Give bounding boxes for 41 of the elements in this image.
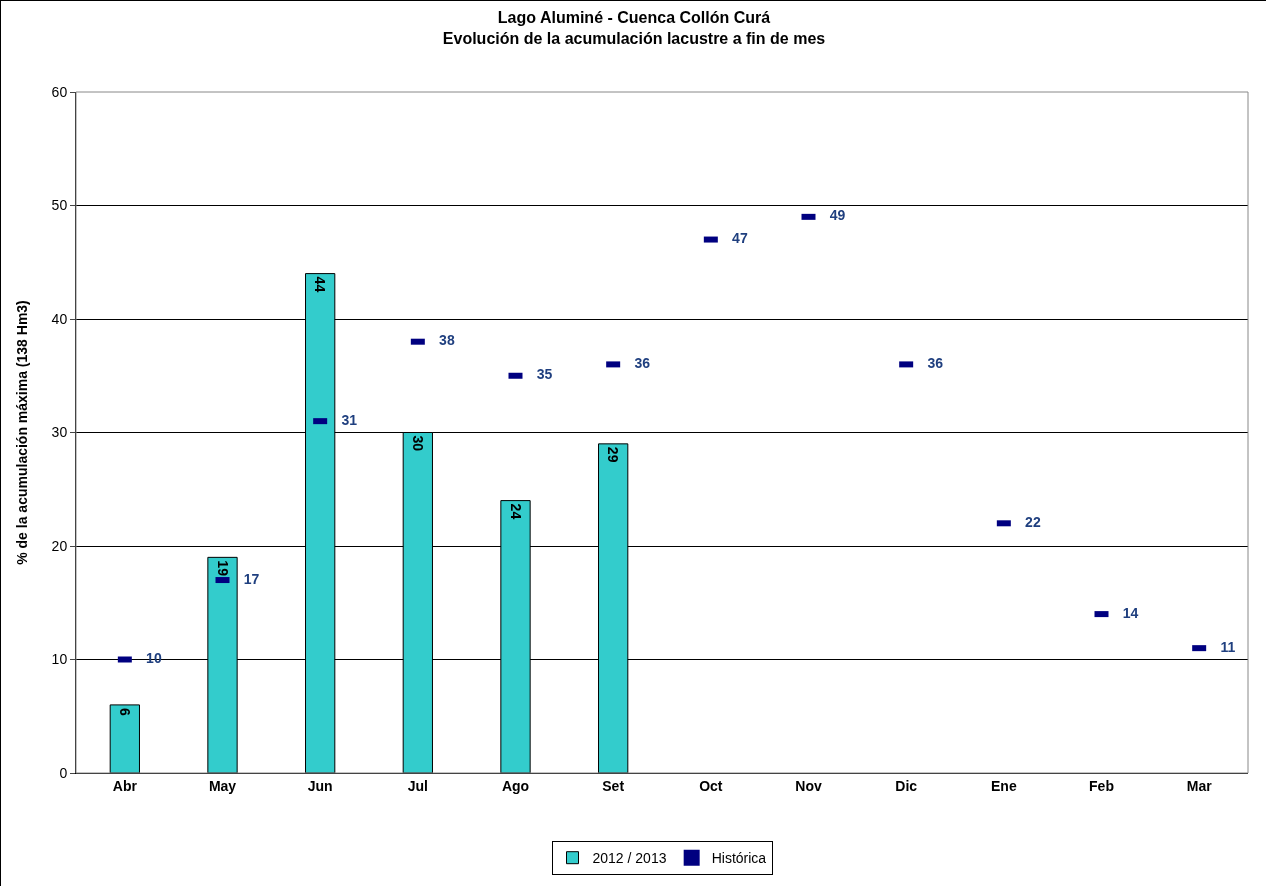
x-tick-label: Jun (307, 777, 333, 794)
data-label: 30 (409, 435, 426, 452)
x-tick-label: Oct (699, 777, 723, 794)
x-tick-label: Feb (1089, 777, 1114, 794)
data-label: 22 (1017, 513, 1041, 530)
bar (109, 704, 140, 773)
y-tick-label: 0 (59, 764, 68, 781)
x-tick-label: Mar (1186, 777, 1213, 794)
chart-title: Lago Aluminé - Cuenca Collón Curá Evolución de la acumulación lacustre a fin de mes (442, 9, 826, 47)
data-label: 36 (919, 354, 944, 371)
data-label: 19 (214, 560, 231, 577)
data-label: 24 (507, 503, 524, 520)
legend-label: 2012 / 2013 (592, 850, 667, 867)
y-tick-label: 20 (51, 537, 68, 554)
data-label: 14 (1115, 604, 1139, 621)
x-tick-label: Set (602, 777, 625, 794)
data-label: 47 (724, 230, 748, 247)
x-tick-label: Nov (795, 777, 822, 794)
x-tick-label: Ago (501, 777, 530, 794)
y-axis-title: % de la acumulación máxima (138 Hm3) (14, 300, 31, 565)
data-label: 31 (333, 411, 358, 428)
x-tick-label: Ene (990, 777, 1017, 794)
x-tick-label: Abr (112, 777, 138, 794)
data-label: 49 (822, 207, 846, 224)
data-label: 44 (312, 276, 329, 293)
y-tick-label: 50 (51, 197, 68, 214)
legend-label: Histórica (711, 850, 767, 867)
x-tick-label: Jul (407, 777, 428, 794)
data-label: 6 (116, 707, 133, 716)
data-label: 29 (605, 446, 622, 463)
y-tick-label: 60 (51, 83, 68, 100)
data-label: 38 (431, 332, 455, 349)
y-tick-label: 10 (51, 651, 68, 668)
y-tick-label: 40 (51, 310, 68, 327)
data-label: 17 (236, 570, 260, 587)
x-tick-label: May (208, 777, 237, 794)
x-tick-label: Dic (895, 777, 918, 794)
data-label: 35 (529, 366, 553, 383)
data-label: 11 (1212, 638, 1236, 655)
y-tick-label: 30 (51, 424, 68, 441)
data-label: 36 (626, 354, 651, 371)
